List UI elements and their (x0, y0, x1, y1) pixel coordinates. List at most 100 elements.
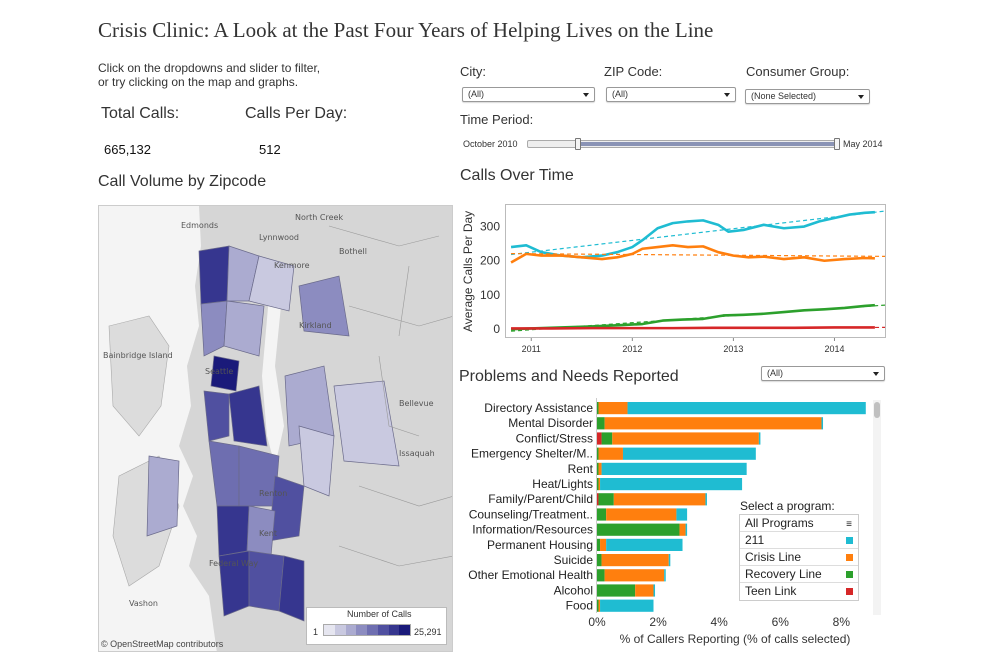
category-label[interactable]: Family/Parent/Child (488, 492, 593, 506)
bar-segment[interactable] (597, 447, 599, 460)
program-item-all[interactable]: All Programs ≡ (740, 515, 858, 532)
category-label[interactable]: Food (566, 599, 593, 613)
zip-region[interactable] (248, 255, 295, 312)
sort-icon[interactable]: ≡ (846, 519, 852, 530)
bar-segment[interactable] (598, 447, 623, 460)
bar-segment[interactable] (604, 417, 822, 430)
map-canvas[interactable]: North Creek Edmonds Lynnwood Bothell Ken… (99, 206, 453, 652)
category-label[interactable]: Rent (568, 462, 594, 476)
category-label[interactable]: Mental Disorder (508, 416, 593, 430)
bar-segment[interactable] (597, 569, 605, 582)
bar-segment[interactable] (597, 538, 601, 551)
zip-dropdown[interactable]: (All) (606, 87, 736, 102)
problems-dropdown[interactable]: (All) (761, 366, 885, 381)
bar-segment[interactable] (821, 417, 824, 430)
time-slider-end-handle[interactable] (834, 138, 840, 150)
bar-segment[interactable] (597, 432, 602, 445)
bar-segment[interactable] (597, 554, 602, 567)
zip-region[interactable] (210, 355, 240, 392)
city-dropdown[interactable]: (All) (462, 87, 595, 102)
bar-segment[interactable] (606, 508, 677, 521)
program-filter-list[interactable]: All Programs ≡ 211 Crisis Line Recovery … (739, 514, 859, 601)
zip-region[interactable] (223, 300, 265, 357)
bar-segment[interactable] (613, 493, 706, 506)
program-label: Crisis Line (745, 550, 802, 564)
bar-segment[interactable] (597, 584, 636, 597)
category-label[interactable]: Information/Resources (472, 523, 593, 537)
problems-scrollbar[interactable] (873, 400, 881, 615)
bar-segment[interactable] (679, 523, 686, 536)
category-label[interactable]: Other Emotional Health (468, 568, 593, 582)
series-line[interactable] (511, 303, 875, 331)
bar-segment[interactable] (597, 523, 680, 536)
zip-region[interactable] (216, 505, 250, 557)
x-tick-label: 2014 (824, 344, 844, 354)
bar-segment[interactable] (600, 599, 654, 612)
bar-segment[interactable] (676, 508, 688, 521)
series-line[interactable] (511, 326, 875, 330)
bar-segment[interactable] (622, 447, 756, 460)
zip-region[interactable] (146, 455, 180, 537)
bar-segment[interactable] (597, 462, 599, 475)
color-swatch (846, 554, 853, 561)
bar-segment[interactable] (627, 402, 866, 415)
calls-over-time-chart[interactable] (505, 204, 886, 338)
bar-segment[interactable] (597, 402, 599, 415)
category-label[interactable]: Directory Assistance (484, 401, 593, 415)
problems-scroll-thumb[interactable] (874, 402, 880, 418)
category-label[interactable]: Heat/Lights (532, 477, 593, 491)
zip-region[interactable] (298, 275, 350, 337)
bar-segment[interactable] (668, 554, 671, 567)
zip-region[interactable] (198, 245, 230, 305)
zip-region[interactable] (333, 380, 400, 467)
bar-segment[interactable] (597, 478, 599, 491)
program-item-recovery-line[interactable]: Recovery Line (740, 566, 858, 583)
bar-segment[interactable] (597, 508, 607, 521)
bar-segment[interactable] (598, 402, 628, 415)
bar-segment[interactable] (601, 462, 747, 475)
bar-segment[interactable] (597, 417, 605, 430)
program-item-crisis-line[interactable]: Crisis Line (740, 549, 858, 566)
bar-segment[interactable] (635, 584, 654, 597)
series-line[interactable] (510, 244, 875, 264)
bar-segment[interactable] (612, 432, 759, 445)
calls-per-day-value: 512 (259, 142, 281, 157)
zipcode-map[interactable]: North Creek Edmonds Lynnwood Bothell Ken… (98, 205, 453, 652)
bar-segment[interactable] (601, 554, 669, 567)
program-item-teen-link[interactable]: Teen Link (740, 583, 858, 600)
bar-segment[interactable] (597, 493, 599, 506)
map-place-label: Issaquah (399, 449, 435, 458)
category-label[interactable]: Alcohol (554, 583, 593, 597)
category-label[interactable]: Emergency Shelter/M.. (471, 447, 593, 461)
bar-segment[interactable] (600, 538, 607, 551)
map-place-label: Federal Way (209, 559, 258, 568)
program-item-211[interactable]: 211 (740, 532, 858, 549)
bar-segment[interactable] (598, 493, 614, 506)
calls-over-time-svg[interactable]: 0 100 200 300 2011 2012 2013 2014 (476, 200, 886, 360)
problems-chart-frame (596, 398, 869, 613)
bar-segment[interactable] (601, 432, 613, 445)
bar-segment[interactable] (685, 523, 688, 536)
bar-segment[interactable] (600, 478, 743, 491)
category-label[interactable]: Permanent Housing (487, 538, 593, 552)
category-label[interactable]: Suicide (554, 553, 594, 567)
bar-segment[interactable] (597, 599, 599, 612)
bar-segment[interactable] (705, 493, 707, 506)
zip-region[interactable] (298, 425, 335, 497)
zip-region[interactable] (278, 555, 305, 622)
category-label[interactable]: Conflict/Stress (516, 431, 593, 445)
consumer-group-dropdown[interactable]: (None Selected) (745, 89, 870, 104)
bar-segment[interactable] (598, 462, 602, 475)
category-label[interactable]: Counseling/Treatment.. (469, 507, 593, 521)
bar-segment[interactable] (758, 432, 761, 445)
bar-segment[interactable] (604, 569, 665, 582)
zip-region[interactable] (228, 385, 268, 447)
bar-segment[interactable] (653, 584, 656, 597)
bar-segment[interactable] (664, 569, 666, 582)
bar-segment[interactable] (598, 478, 601, 491)
time-slider-start-handle[interactable] (575, 138, 581, 150)
zip-region[interactable] (203, 390, 230, 442)
bar-segment[interactable] (598, 599, 601, 612)
bar-segment[interactable] (606, 538, 683, 551)
